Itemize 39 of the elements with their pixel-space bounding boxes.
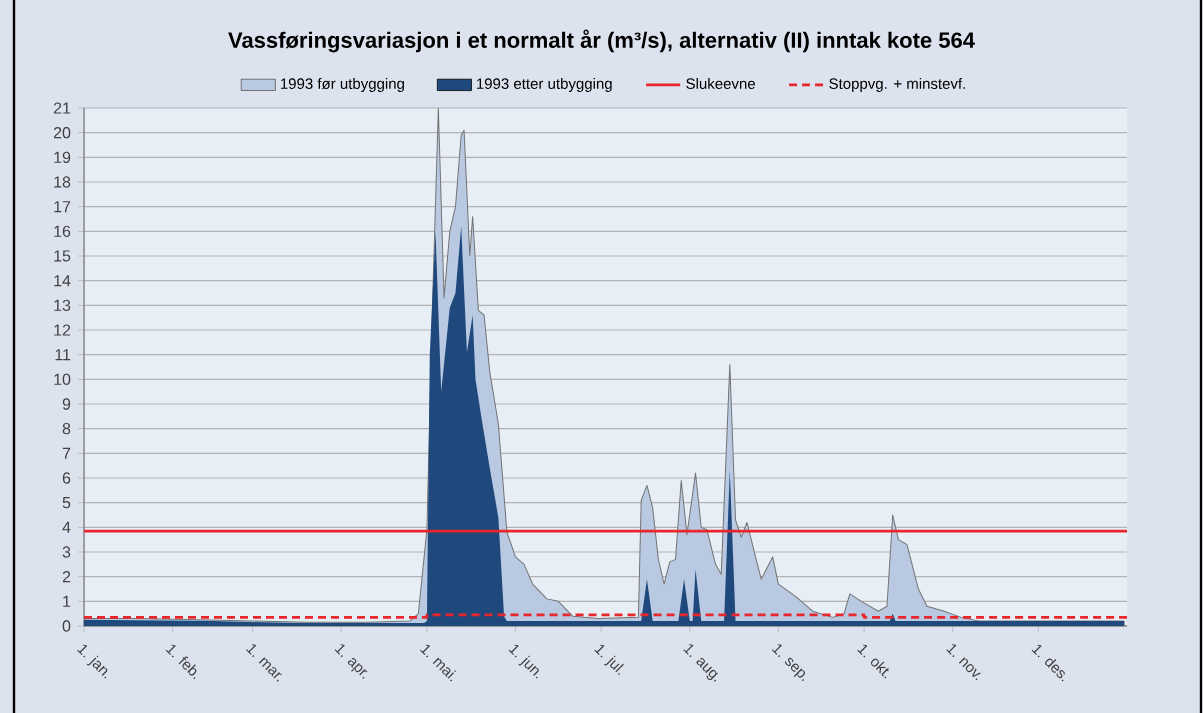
x-tick-label: 1. feb. — [165, 644, 197, 680]
y-tick-label: 8 — [62, 423, 71, 435]
x-tick-label: 1. nov. — [946, 644, 981, 681]
y-tick-label: 16 — [54, 225, 71, 237]
y-tick-label: 3 — [62, 546, 71, 558]
y-tick-label: 18 — [54, 176, 71, 188]
y-tick-label: 20 — [53, 127, 71, 139]
y-tick-label: 7 — [62, 447, 71, 459]
y-tick-label: 0 — [62, 620, 71, 632]
y-tick-label: 14 — [54, 275, 71, 287]
y-tick-label: 11 — [55, 349, 71, 361]
y-tick-label: 4 — [62, 521, 71, 533]
x-tick-label: 1. mar. — [246, 644, 282, 682]
legend-label: Stoppvg. + minstevf. — [829, 77, 965, 92]
x-tick-label: 1. des. — [1031, 644, 1065, 682]
y-tick-label: 21 — [53, 102, 71, 114]
x-tick-label: 1. mai. — [420, 644, 457, 682]
chart-title: Vassføringsvariasjon i et normalt år (m³/s), alternativ (II) inntak kote 564 — [228, 29, 975, 53]
y-tick-label: 10 — [54, 373, 71, 385]
y-tick-label: 19 — [54, 151, 71, 163]
y-tick-label: 13 — [54, 299, 71, 311]
x-tick-label: 1. aug. — [683, 644, 718, 682]
y-tick-label: 2 — [62, 571, 71, 583]
legend-label: Slukeevne — [686, 77, 755, 89]
legend-label: 1993 før utbygging — [280, 77, 404, 92]
legend-label: 1993 etter utbygging — [477, 77, 612, 92]
x-tick-label: 1. jul. — [594, 644, 624, 676]
x-tick-label: 1. jun. — [508, 644, 539, 679]
x-tick-label: 1. jan. — [77, 644, 108, 679]
y-tick-label: 9 — [62, 398, 71, 410]
y-tick-label: 15 — [54, 250, 71, 262]
y-tick-label: 17 — [54, 201, 71, 213]
y-tick-label: 12 — [54, 324, 71, 336]
y-tick-label: 6 — [62, 472, 71, 484]
x-tick-label: 1. sep. — [771, 644, 806, 682]
y-tick-label: 1 — [63, 595, 71, 607]
x-tick-label: 1. apr. — [334, 644, 368, 679]
y-tick-label: 5 — [62, 497, 71, 509]
x-tick-label: 1. okt. — [857, 644, 889, 679]
